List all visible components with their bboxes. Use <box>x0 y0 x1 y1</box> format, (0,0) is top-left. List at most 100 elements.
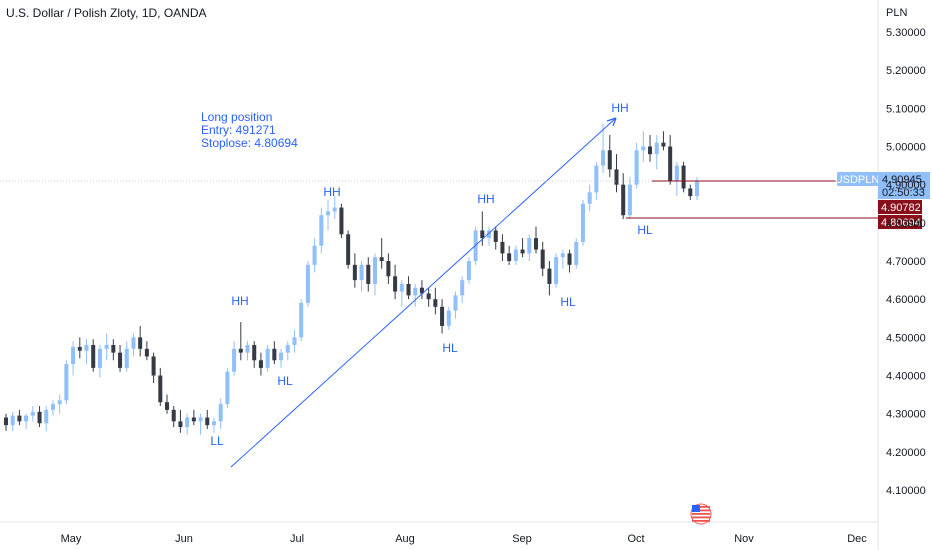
candle-body <box>433 299 438 307</box>
x-tick-label: Sep <box>512 533 532 545</box>
x-tick-label: May <box>61 533 82 545</box>
candle <box>57 394 62 414</box>
candle-body <box>587 192 592 204</box>
candle <box>453 291 458 319</box>
candle-body <box>57 400 62 405</box>
candle-body <box>527 238 532 254</box>
candle-body <box>178 421 183 428</box>
candle <box>151 352 156 384</box>
candle <box>292 329 297 353</box>
symbol-tag-label: USDPLN <box>835 174 880 186</box>
candle <box>674 161 679 197</box>
candle-body <box>238 348 243 353</box>
candle-body <box>225 371 230 405</box>
position-note-line: Stoplose: 4.80694 <box>201 136 298 150</box>
candle-body <box>386 261 391 277</box>
candle <box>513 245 518 265</box>
symbol-tag <box>837 172 878 186</box>
candle-body <box>580 203 585 242</box>
candle <box>346 230 351 269</box>
candles <box>3 123 700 435</box>
candle <box>493 226 498 250</box>
position-note-line: Long position <box>201 110 272 124</box>
candle-body <box>574 241 579 265</box>
candle-body <box>124 348 129 368</box>
candle-body <box>211 421 216 426</box>
flag-stripe <box>692 509 710 512</box>
candle-body <box>299 303 304 338</box>
candle-body <box>601 150 606 166</box>
entry-price-value: 4.90782 <box>881 202 921 214</box>
candle <box>554 253 559 288</box>
candle <box>44 406 49 431</box>
candle <box>393 264 398 300</box>
swing-label: HH <box>231 294 248 308</box>
candle-body <box>668 146 673 181</box>
candle-body <box>567 253 572 265</box>
candle <box>607 135 612 178</box>
candle-body <box>44 409 49 424</box>
candle-body <box>305 264 310 304</box>
candle-body <box>446 310 451 326</box>
y-tick-label: 5.30000 <box>886 27 926 39</box>
y-tick-label: 4.30000 <box>886 409 926 421</box>
candle <box>191 409 196 426</box>
x-tick-label: Oct <box>627 533 644 545</box>
candle <box>178 409 183 433</box>
candle-body <box>453 295 458 311</box>
x-tick-label: Nov <box>734 533 754 545</box>
candle-body <box>419 287 424 294</box>
candle <box>446 306 451 330</box>
candle-body <box>252 344 257 361</box>
candle <box>627 177 632 220</box>
y-tick-label: 5.00000 <box>886 142 926 154</box>
candle <box>520 238 525 258</box>
candle-body <box>205 417 210 426</box>
candle-body <box>131 337 136 349</box>
candle-body <box>232 348 237 372</box>
candle <box>366 257 371 292</box>
candle <box>507 245 512 265</box>
candle <box>547 261 552 296</box>
candle <box>319 207 324 254</box>
candle <box>500 234 505 262</box>
candle-body <box>426 293 431 300</box>
candle <box>406 276 411 300</box>
y-tick-label: 4.40000 <box>886 371 926 383</box>
candle-body <box>507 253 512 262</box>
candle-body <box>24 415 29 422</box>
candle <box>245 341 250 361</box>
candle <box>426 287 431 307</box>
x-tick-label: Dec <box>847 533 867 545</box>
chart-title: U.S. Dollar / Polish Zloty, 1D, OANDA <box>6 6 207 20</box>
candle <box>198 413 203 435</box>
candle <box>91 339 96 372</box>
candle-body <box>594 165 599 193</box>
candle <box>326 199 331 231</box>
y-tick-label: 4.90000 <box>886 180 926 192</box>
candle-body <box>37 411 42 424</box>
candle-body <box>312 245 317 265</box>
candle-body <box>654 142 659 155</box>
us-flag-icon <box>690 503 712 525</box>
candle-body <box>487 230 492 239</box>
x-tick-label: Jun <box>175 533 193 545</box>
candle-body <box>285 344 290 353</box>
candle-body <box>258 360 263 368</box>
candle <box>312 238 317 273</box>
candle <box>104 333 109 361</box>
candle-body <box>413 287 418 296</box>
candle-body <box>560 253 565 258</box>
candle-body <box>245 344 250 353</box>
candle <box>621 173 626 220</box>
flag-canton <box>692 505 700 512</box>
candle-body <box>634 150 639 185</box>
candle-body <box>614 169 619 185</box>
candle-body <box>279 352 284 361</box>
candle-body <box>64 364 69 401</box>
candle-body <box>661 142 666 147</box>
candle-body <box>111 344 116 353</box>
candle-body <box>480 230 485 239</box>
candle <box>601 123 606 174</box>
candle <box>164 394 170 414</box>
